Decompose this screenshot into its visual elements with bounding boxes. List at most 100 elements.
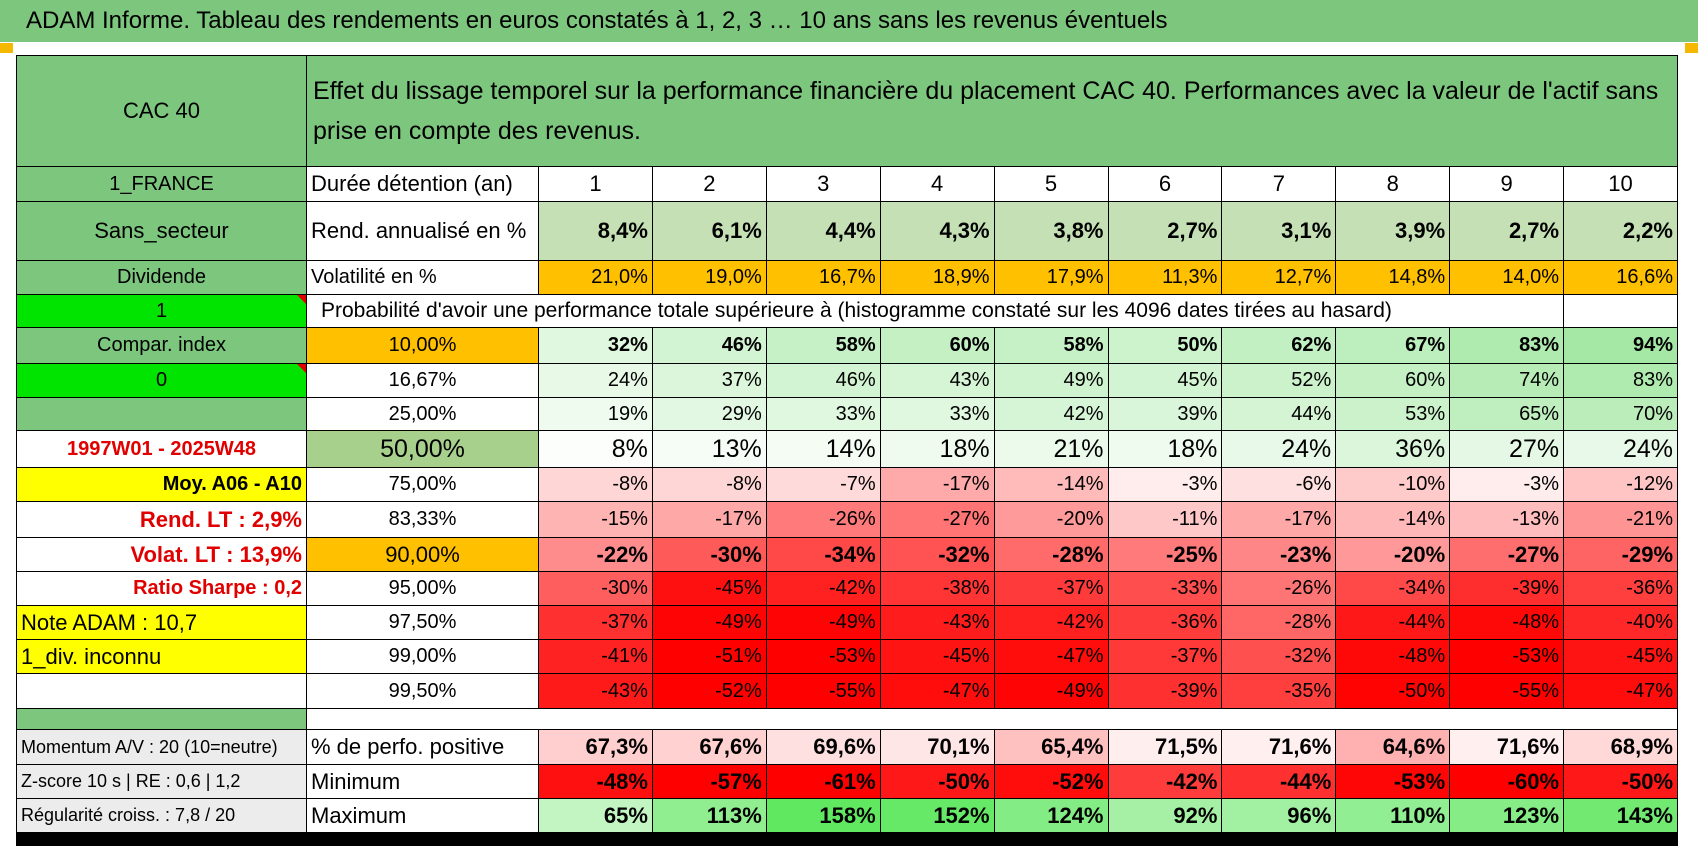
quantile-cell[interactable]: -27%	[880, 502, 994, 537]
quantile-label[interactable]: 50,00%	[307, 431, 538, 467]
quantile-cell[interactable]: -20%	[1336, 538, 1450, 571]
quantile-cell[interactable]: -30%	[539, 572, 652, 605]
quantile-cell[interactable]: -34%	[766, 538, 880, 571]
quantile-cell[interactable]: -43%	[880, 606, 994, 639]
year-header[interactable]: 8	[1336, 167, 1450, 201]
quantile-cell[interactable]: 42%	[994, 398, 1108, 430]
quantile-cell[interactable]: -15%	[539, 502, 652, 537]
quantile-cell[interactable]: -28%	[994, 538, 1108, 571]
maximum-cell[interactable]: 96%	[1222, 799, 1336, 832]
quantile-cell[interactable]: 29%	[652, 398, 766, 430]
positive-cell[interactable]: 68,9%	[1564, 730, 1677, 764]
quantile-cell[interactable]: -48%	[1450, 606, 1564, 639]
minimum-cell[interactable]: -44%	[1222, 765, 1336, 798]
year-header[interactable]: 3	[766, 167, 880, 201]
quantile-cell[interactable]: -47%	[994, 640, 1108, 673]
quantile-cell[interactable]: 62%	[1222, 328, 1336, 363]
positive-label[interactable]: % de perfo. positive	[307, 730, 538, 764]
empty-cell[interactable]	[17, 674, 306, 708]
quantile-label[interactable]: 10,00%	[307, 328, 538, 363]
minimum-cell[interactable]: -60%	[1450, 765, 1564, 798]
quantile-cell[interactable]: 33%	[880, 398, 994, 430]
quantile-cell[interactable]: 65%	[1450, 398, 1564, 430]
quantile-cell[interactable]: -20%	[994, 502, 1108, 537]
rend-cell[interactable]: 6,1%	[652, 202, 766, 260]
quantile-cell[interactable]: 33%	[766, 398, 880, 430]
quantile-cell[interactable]: -26%	[766, 502, 880, 537]
quantile-cell[interactable]: 39%	[1108, 398, 1222, 430]
maximum-label[interactable]: Maximum	[307, 799, 538, 832]
minimum-label[interactable]: Minimum	[307, 765, 538, 798]
vol-cell[interactable]: 21,0%	[539, 261, 652, 294]
quantile-cell[interactable]: -55%	[1450, 674, 1564, 708]
maximum-cell[interactable]: 124%	[994, 799, 1108, 832]
momentum-cell[interactable]: Momentum A/V : 20 (10=neutre)	[17, 730, 306, 764]
quantile-cell[interactable]: 37%	[652, 364, 766, 397]
quantile-cell[interactable]: -28%	[1222, 606, 1336, 639]
period-cell[interactable]: 1997W01 - 2025W48	[17, 431, 306, 467]
quantile-cell[interactable]: 32%	[539, 328, 652, 363]
probability-header[interactable]: Probabilité d'avoir une performance tota…	[307, 295, 1564, 327]
minimum-cell[interactable]: -61%	[766, 765, 880, 798]
quantile-cell[interactable]: -49%	[652, 606, 766, 639]
quantile-label[interactable]: 25,00%	[307, 398, 538, 430]
quantile-cell[interactable]: 50%	[1108, 328, 1222, 363]
rend-cell[interactable]: 4,3%	[880, 202, 994, 260]
quantile-cell[interactable]: -39%	[1108, 674, 1222, 708]
rend-cell[interactable]: 2,7%	[1108, 202, 1222, 260]
positive-cell[interactable]: 71,6%	[1450, 730, 1564, 764]
quantile-cell[interactable]: -49%	[766, 606, 880, 639]
quantile-cell[interactable]: 49%	[994, 364, 1108, 397]
quantile-cell[interactable]: -3%	[1108, 468, 1222, 501]
quantile-cell[interactable]: -33%	[1108, 572, 1222, 605]
maximum-cell[interactable]: 158%	[766, 799, 880, 832]
quantile-cell[interactable]: 18%	[880, 431, 994, 467]
sector-cell[interactable]: Sans_secteur	[17, 202, 306, 260]
moy-cell[interactable]: Moy. A06 - A10	[17, 468, 306, 501]
quantile-cell[interactable]: -32%	[880, 538, 994, 571]
empty-green-cell[interactable]	[17, 398, 306, 430]
quantile-cell[interactable]: -45%	[652, 572, 766, 605]
quantile-cell[interactable]: -42%	[766, 572, 880, 605]
quantile-label[interactable]: 97,50%	[307, 606, 538, 639]
maximum-cell[interactable]: 152%	[880, 799, 994, 832]
minimum-cell[interactable]: -52%	[994, 765, 1108, 798]
quantile-cell[interactable]: -44%	[1336, 606, 1450, 639]
minimum-cell[interactable]: -53%	[1336, 765, 1450, 798]
quantile-cell[interactable]: 58%	[994, 328, 1108, 363]
vol-cell[interactable]: 17,9%	[994, 261, 1108, 294]
quantile-cell[interactable]: -34%	[1336, 572, 1450, 605]
positive-cell[interactable]: 70,1%	[880, 730, 994, 764]
rend-label[interactable]: Rend. annualisé en %	[307, 202, 538, 260]
quantile-cell[interactable]: 60%	[880, 328, 994, 363]
quantile-cell[interactable]: -26%	[1222, 572, 1336, 605]
quantile-cell[interactable]: 8%	[539, 431, 652, 467]
quantile-cell[interactable]: -39%	[1450, 572, 1564, 605]
quantile-cell[interactable]: -17%	[880, 468, 994, 501]
quantile-cell[interactable]: 67%	[1336, 328, 1450, 363]
quantile-label[interactable]: 75,00%	[307, 468, 538, 501]
maximum-cell[interactable]: 123%	[1450, 799, 1564, 832]
maximum-cell[interactable]: 113%	[652, 799, 766, 832]
quantile-cell[interactable]: -50%	[1336, 674, 1450, 708]
year-header[interactable]: 9	[1450, 167, 1564, 201]
vol-cell[interactable]: 11,3%	[1108, 261, 1222, 294]
quantile-cell[interactable]: -27%	[1450, 538, 1564, 571]
quantile-cell[interactable]: 24%	[539, 364, 652, 397]
quantile-cell[interactable]: 94%	[1564, 328, 1677, 363]
quantile-cell[interactable]: -8%	[652, 468, 766, 501]
quantile-cell[interactable]: -12%	[1564, 468, 1677, 501]
quantile-cell[interactable]: 44%	[1222, 398, 1336, 430]
quantile-cell[interactable]: -11%	[1108, 502, 1222, 537]
quantile-cell[interactable]: -3%	[1450, 468, 1564, 501]
vol-cell[interactable]: 18,9%	[880, 261, 994, 294]
quantile-cell[interactable]: -48%	[1336, 640, 1450, 673]
quantile-cell[interactable]: -23%	[1222, 538, 1336, 571]
quantile-cell[interactable]: -36%	[1564, 572, 1677, 605]
quantile-cell[interactable]: -53%	[766, 640, 880, 673]
quantile-cell[interactable]: 53%	[1336, 398, 1450, 430]
quantile-cell[interactable]: -53%	[1450, 640, 1564, 673]
quantile-label[interactable]: 99,50%	[307, 674, 538, 708]
quantile-cell[interactable]: -51%	[652, 640, 766, 673]
positive-cell[interactable]: 71,5%	[1108, 730, 1222, 764]
